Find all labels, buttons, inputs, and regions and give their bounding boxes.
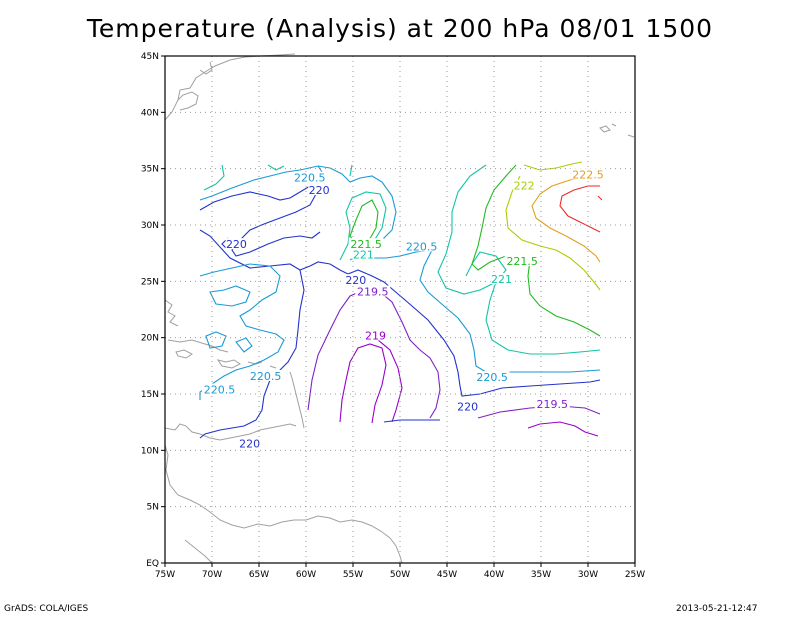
contour-label-background — [404, 240, 440, 252]
x-tick-label: 70W — [202, 570, 222, 580]
y-tick-label: 30N — [141, 221, 159, 231]
y-tick-label: 35N — [141, 165, 159, 175]
contour-label-background — [474, 371, 510, 383]
chart-title: Temperature (Analysis) at 200 hPa 08/01 … — [86, 14, 714, 43]
y-tick-label: 20N — [141, 334, 159, 344]
contour-label: 220.5 — [406, 240, 438, 253]
contour-label: 222.5 — [572, 168, 604, 181]
contour-label: 220.5 — [250, 370, 282, 383]
footer-timestamp: 2013-05-21-12:47 — [676, 604, 758, 614]
contour-label: 220.5 — [294, 172, 326, 185]
x-tick-label: 75W — [155, 570, 175, 580]
x-tick-label: 55W — [343, 570, 363, 580]
grid-lines — [165, 56, 635, 563]
contour-label-background — [364, 329, 387, 341]
contour-label: 219 — [365, 329, 386, 342]
contour-label: 220 — [345, 274, 366, 287]
y-tick-label: 15N — [141, 390, 159, 400]
contour-label: 220 — [239, 438, 260, 451]
contour-label: 220 — [309, 184, 330, 197]
x-tick-label: 45W — [437, 570, 457, 580]
x-axis: 75W 70W 65W 60W 55W 50W 45W 40W 35W 30W 25W — [155, 563, 645, 580]
contour-label-background — [248, 369, 284, 381]
y-tick-label: 5N — [147, 503, 159, 513]
contour-label-background — [504, 255, 540, 267]
y-tick-label: 45N — [141, 52, 159, 62]
contour-label: 219.5 — [357, 285, 389, 298]
contour-lines — [199, 161, 603, 439]
y-tick-label: 40N — [141, 108, 159, 118]
contour-label-background — [570, 168, 606, 180]
contour-label-background — [355, 285, 391, 297]
contour-label-background — [513, 179, 535, 191]
x-tick-label: 50W — [390, 570, 410, 580]
contour-label: 221 — [353, 248, 374, 261]
x-tick-label: 65W — [249, 570, 269, 580]
contour-label-background — [352, 248, 375, 260]
contour-label-background — [456, 400, 479, 412]
contour-label-background — [238, 437, 261, 449]
y-tick-label: 25N — [141, 277, 159, 287]
x-tick-label: 60W — [296, 570, 316, 580]
contour-label: 220 — [226, 238, 247, 251]
contour-label: 221.5 — [506, 255, 538, 268]
contour-label: 221 — [491, 273, 512, 286]
footer-credit: GrADS: COLA/IGES — [4, 604, 89, 614]
x-tick-label: 30W — [578, 570, 598, 580]
contour-label-background — [308, 184, 331, 196]
contour-label: 220.5 — [476, 371, 508, 384]
contour-label: 222 — [514, 180, 535, 193]
contour-label-background — [292, 171, 328, 183]
contour-label-background — [225, 238, 248, 250]
contour-label: 220.5 — [204, 383, 236, 396]
contour-label: 220 — [457, 400, 478, 413]
contour-label-background — [344, 274, 367, 286]
y-tick-label: EQ — [146, 559, 159, 569]
x-tick-label: 25W — [625, 570, 645, 580]
contour-label: 219.5 — [537, 398, 569, 411]
contour-label-background — [348, 238, 384, 250]
contour-label-background — [490, 273, 513, 285]
contour-label-background — [534, 398, 570, 410]
y-tick-label: 10N — [141, 446, 159, 456]
x-tick-label: 40W — [484, 570, 504, 580]
x-tick-label: 35W — [531, 570, 551, 580]
contour-label-background — [202, 383, 238, 395]
y-axis: EQ 5N 10N 15N 20N 25N 30N 35N 40N 45N — [141, 52, 165, 569]
contour-label: 221.5 — [350, 238, 382, 251]
